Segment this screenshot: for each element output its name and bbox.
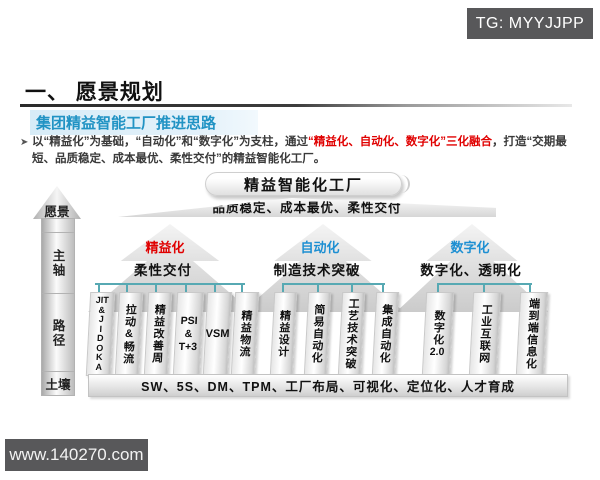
- bracket-tick: [155, 285, 157, 294]
- website-watermark-badge: www.140270.com: [5, 439, 148, 471]
- pillar-kaizen-week: 精益改善周: [143, 292, 173, 376]
- bracket-tick: [529, 285, 531, 294]
- pillar-psi-t3: PSI & T+3: [172, 292, 205, 376]
- intro-paragraph: ➤ 以“精益化”为基础，“自动化”和“数字化”为支柱，通过“精益化、自动化、数字…: [20, 134, 586, 167]
- tg-watermark-badge: TG: MYYJJPP: [467, 8, 593, 39]
- page-title: 一、 愿景规划: [25, 81, 164, 104]
- bracket-tick: [382, 285, 384, 294]
- group-label-lean: 精益化: [145, 240, 185, 255]
- intro-highlight-red: “精益化、自动化、数字化”三化融合: [308, 136, 492, 148]
- bracket-tick: [317, 285, 319, 294]
- bullet-arrow-icon: ➤: [20, 137, 29, 148]
- pillar-end-to-end-it: 端到端信息化: [515, 292, 549, 376]
- axis-label-vision: 愿景: [44, 205, 70, 219]
- pillar-lean-logistics: 精益物流: [230, 292, 260, 376]
- bracket-tick: [483, 285, 485, 294]
- bracket-tick: [351, 285, 353, 294]
- intro-text: 以“精益化”为基础，“自动化”和“数字化”为支柱，通过“精益化、自动化、数字化”…: [32, 134, 586, 167]
- group-category-lean: 柔性交付: [134, 263, 192, 278]
- pillar-bracket-lean: [95, 283, 245, 294]
- subtitle-highlight: 集团精益智能工厂推进思路: [30, 110, 259, 135]
- group-label-automation: 自动化: [300, 240, 340, 255]
- intro-seg2: ，打造: [492, 136, 527, 148]
- pillar-lean-design: 精益设计: [269, 292, 298, 376]
- bracket-tick: [126, 285, 128, 294]
- pillar-process-breakthrough: 工艺技术突破: [337, 292, 366, 376]
- pillar-digital-2-0-number: 2.0: [429, 346, 445, 358]
- intro-seg1: 以“精益化”为基础，“自动化”和“数字化”为支柱，通过: [32, 136, 308, 148]
- intro-line2: “交期最短、品质稳定、成本最优、柔性交付”的精益智能化工厂。: [32, 136, 567, 165]
- pillar-jit-jidoka: JIT & J I D O K A: [85, 292, 116, 376]
- title-underline: [20, 104, 572, 107]
- group-category-digital: 数字化、透明化: [420, 263, 522, 278]
- pillar-industrial-internet: 工业互联网: [468, 292, 502, 376]
- axis-segment-soil: 土壤: [41, 371, 75, 396]
- bracket-tick: [437, 285, 439, 294]
- bracket-tick: [241, 285, 243, 294]
- pillar-bracket-automation: [282, 283, 385, 294]
- vision-capsule: 精益智能化工厂: [205, 172, 410, 196]
- pillar-vsm: VSM: [202, 292, 233, 376]
- pillar-simple-automation: 简易自动化: [303, 292, 332, 376]
- bracket-tick: [282, 285, 284, 294]
- pillar-integrated-automation: 集成自动化: [371, 292, 400, 376]
- bracket-tick: [185, 285, 187, 294]
- vision-banner: 品质稳定、成本最优、柔性交付: [118, 198, 496, 217]
- bracket-tick: [214, 285, 216, 294]
- axis-segment-path: 路径: [41, 293, 75, 373]
- axis-segment-main-axis: 主轴: [41, 232, 75, 295]
- pillar-bracket-digital: [437, 283, 532, 294]
- group-label-digital: 数字化: [450, 240, 490, 255]
- pillar-digital-2-0: 数字化 2.0: [421, 292, 455, 376]
- pillar-digital-2-0-text: 数字化: [431, 310, 446, 346]
- bracket-tick: [98, 285, 100, 294]
- group-category-automation: 制造技术突破: [273, 263, 361, 278]
- foundation-bar: SW、5S、DM、TPM、工厂布局、可视化、定位化、人才育成: [88, 374, 568, 397]
- pillar-pull-flow: 拉动&畅流: [114, 292, 144, 376]
